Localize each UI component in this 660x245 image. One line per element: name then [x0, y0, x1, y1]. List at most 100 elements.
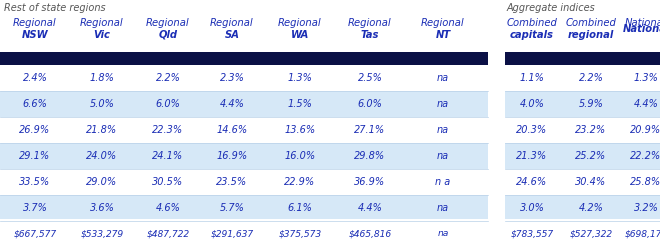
Text: 16.9%: 16.9%: [216, 151, 248, 161]
Text: 36.9%: 36.9%: [354, 177, 385, 187]
Text: $465,816: $465,816: [348, 230, 391, 238]
Text: NSW: NSW: [22, 30, 48, 40]
Text: 3.7%: 3.7%: [22, 203, 48, 213]
Text: 24.0%: 24.0%: [86, 151, 117, 161]
Text: 3.2%: 3.2%: [634, 203, 659, 213]
Text: capitals: capitals: [510, 30, 554, 40]
Text: 33.5%: 33.5%: [19, 177, 51, 187]
Text: Regional: Regional: [421, 18, 465, 28]
Text: 1.3%: 1.3%: [288, 73, 312, 83]
Text: 21.8%: 21.8%: [86, 125, 117, 135]
Text: 20.9%: 20.9%: [630, 125, 660, 135]
Text: $375,573: $375,573: [279, 230, 321, 238]
Text: 30.4%: 30.4%: [576, 177, 607, 187]
Text: Regional: Regional: [146, 18, 190, 28]
Bar: [505, 169, 660, 195]
Text: 30.5%: 30.5%: [152, 177, 183, 187]
Text: 24.1%: 24.1%: [152, 151, 183, 161]
Bar: [618, 1, 660, 52]
Text: National: National: [622, 24, 660, 34]
Bar: [505, 65, 660, 91]
Text: 3.0%: 3.0%: [519, 203, 544, 213]
Text: 22.9%: 22.9%: [284, 177, 315, 187]
Text: 22.3%: 22.3%: [152, 125, 183, 135]
Text: 2.2%: 2.2%: [156, 73, 180, 83]
Text: 4.4%: 4.4%: [634, 99, 659, 109]
Text: 4.4%: 4.4%: [220, 99, 244, 109]
Text: 25.2%: 25.2%: [576, 151, 607, 161]
Bar: [505, 219, 660, 245]
Text: Vic: Vic: [94, 30, 110, 40]
Text: $667,577: $667,577: [13, 230, 57, 238]
Text: 24.6%: 24.6%: [516, 177, 548, 187]
Text: 4.4%: 4.4%: [358, 203, 382, 213]
Bar: [0, 169, 488, 195]
Bar: [0, 52, 488, 65]
Text: 5.7%: 5.7%: [220, 203, 244, 213]
Text: $487,722: $487,722: [147, 230, 189, 238]
Bar: [0, 91, 488, 117]
Text: 2.4%: 2.4%: [22, 73, 48, 83]
Text: Tas: Tas: [361, 30, 380, 40]
Bar: [505, 91, 660, 117]
Text: 1.5%: 1.5%: [288, 99, 312, 109]
Text: 4.0%: 4.0%: [519, 99, 544, 109]
Text: 1.3%: 1.3%: [634, 73, 659, 83]
Text: na: na: [437, 99, 449, 109]
Text: 13.6%: 13.6%: [284, 125, 315, 135]
Text: 6.6%: 6.6%: [22, 99, 48, 109]
Bar: [0, 143, 488, 169]
Text: 6.0%: 6.0%: [358, 99, 382, 109]
Bar: [505, 195, 660, 221]
Text: 4.2%: 4.2%: [579, 203, 603, 213]
Text: Aggregate indices: Aggregate indices: [507, 3, 596, 13]
Text: $533,279: $533,279: [81, 230, 123, 238]
Text: na: na: [438, 230, 449, 238]
Text: 6.0%: 6.0%: [156, 99, 180, 109]
Text: 20.3%: 20.3%: [516, 125, 548, 135]
Text: 2.5%: 2.5%: [358, 73, 382, 83]
Text: Regional: Regional: [278, 18, 322, 28]
Text: n a: n a: [436, 177, 451, 187]
Text: National: National: [625, 18, 660, 28]
Text: $527,322: $527,322: [570, 230, 612, 238]
Text: Qld: Qld: [158, 30, 178, 40]
Text: $698,170: $698,170: [624, 230, 660, 238]
Text: NT: NT: [436, 30, 451, 40]
Text: 23.2%: 23.2%: [576, 125, 607, 135]
Text: 26.9%: 26.9%: [19, 125, 51, 135]
Text: 2.3%: 2.3%: [220, 73, 244, 83]
Text: na: na: [437, 203, 449, 213]
Bar: [505, 143, 660, 169]
Text: 27.1%: 27.1%: [354, 125, 385, 135]
Text: 1.1%: 1.1%: [519, 73, 544, 83]
Bar: [505, 117, 660, 143]
Text: SA: SA: [224, 30, 240, 40]
Text: Combined: Combined: [566, 18, 616, 28]
Bar: [0, 219, 488, 245]
Text: Regional: Regional: [80, 18, 124, 28]
Text: 3.6%: 3.6%: [90, 203, 114, 213]
Text: Regional: Regional: [348, 18, 392, 28]
Text: 25.8%: 25.8%: [630, 177, 660, 187]
Text: 5.9%: 5.9%: [579, 99, 603, 109]
Text: 29.8%: 29.8%: [354, 151, 385, 161]
Text: na: na: [437, 73, 449, 83]
Text: 5.0%: 5.0%: [90, 99, 114, 109]
Text: Regional: Regional: [210, 18, 254, 28]
Text: na: na: [437, 125, 449, 135]
Text: 23.5%: 23.5%: [216, 177, 248, 187]
Text: 21.3%: 21.3%: [516, 151, 548, 161]
Bar: [0, 195, 488, 221]
Text: 2.2%: 2.2%: [579, 73, 603, 83]
Text: 22.2%: 22.2%: [630, 151, 660, 161]
Text: $783,557: $783,557: [510, 230, 554, 238]
Text: 1.8%: 1.8%: [90, 73, 114, 83]
Text: WA: WA: [291, 30, 309, 40]
Text: 4.6%: 4.6%: [156, 203, 180, 213]
Text: Rest of state regions: Rest of state regions: [4, 3, 106, 13]
Text: regional: regional: [568, 30, 614, 40]
Text: 6.1%: 6.1%: [288, 203, 312, 213]
Text: $291,637: $291,637: [211, 230, 253, 238]
Bar: [505, 1, 660, 52]
